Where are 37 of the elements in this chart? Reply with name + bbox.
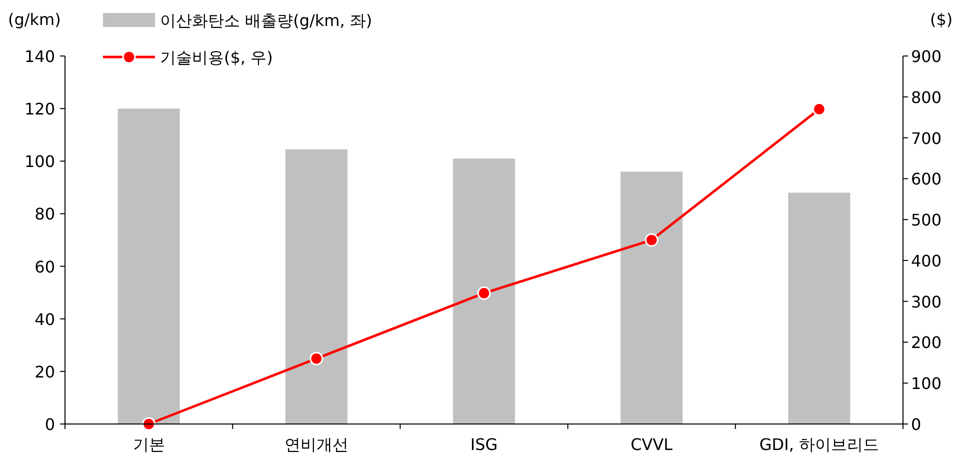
bar (452, 158, 516, 424)
y2-tick-label: 100 (911, 374, 942, 394)
x-tick-label: ISG (470, 435, 498, 454)
point (477, 286, 491, 300)
y-tick-label: 0 (44, 415, 55, 434)
legend-label: 이산화탄소 배출량(g/km, 좌) (160, 11, 372, 30)
bar (285, 149, 348, 424)
point (812, 102, 826, 116)
x-tick-label: 기본 (132, 435, 165, 454)
point (310, 352, 324, 366)
x-tick-label: CVVL (630, 435, 673, 454)
y-tick-label: 120 (24, 100, 55, 119)
y-tick-label: 60 (34, 257, 55, 276)
bar (620, 172, 683, 424)
y-tick-label: 100 (24, 152, 55, 172)
y-axis-title: (g/km) (8, 10, 61, 29)
y-tick-label: 20 (34, 362, 55, 382)
legend-label: 기술비용($, 우) (160, 48, 273, 67)
y2-tick-label: 400 (911, 251, 942, 270)
y2-tick-label: 200 (911, 333, 942, 352)
point (142, 417, 156, 431)
x-tick-label: 연비개선 (284, 435, 348, 454)
y-tick-label: 80 (34, 204, 55, 224)
y2-tick-label: 700 (911, 128, 942, 148)
y2-tick-label: 300 (911, 292, 942, 312)
y2-tick-label: 900 (911, 47, 942, 66)
point (644, 233, 658, 247)
x-tick-label: GDI, 하이브리드 (759, 435, 880, 454)
y2-tick-label: 0 (911, 415, 922, 434)
y2-axis-title: ($) (930, 10, 953, 29)
y2-tick-label: 600 (911, 170, 942, 189)
y2-tick-label: 500 (911, 210, 942, 230)
y-tick-label: 40 (34, 310, 55, 329)
y2-tick-label: 800 (911, 88, 942, 107)
y-tick-label: 140 (24, 47, 55, 66)
bar (788, 192, 850, 424)
bar (118, 108, 180, 424)
